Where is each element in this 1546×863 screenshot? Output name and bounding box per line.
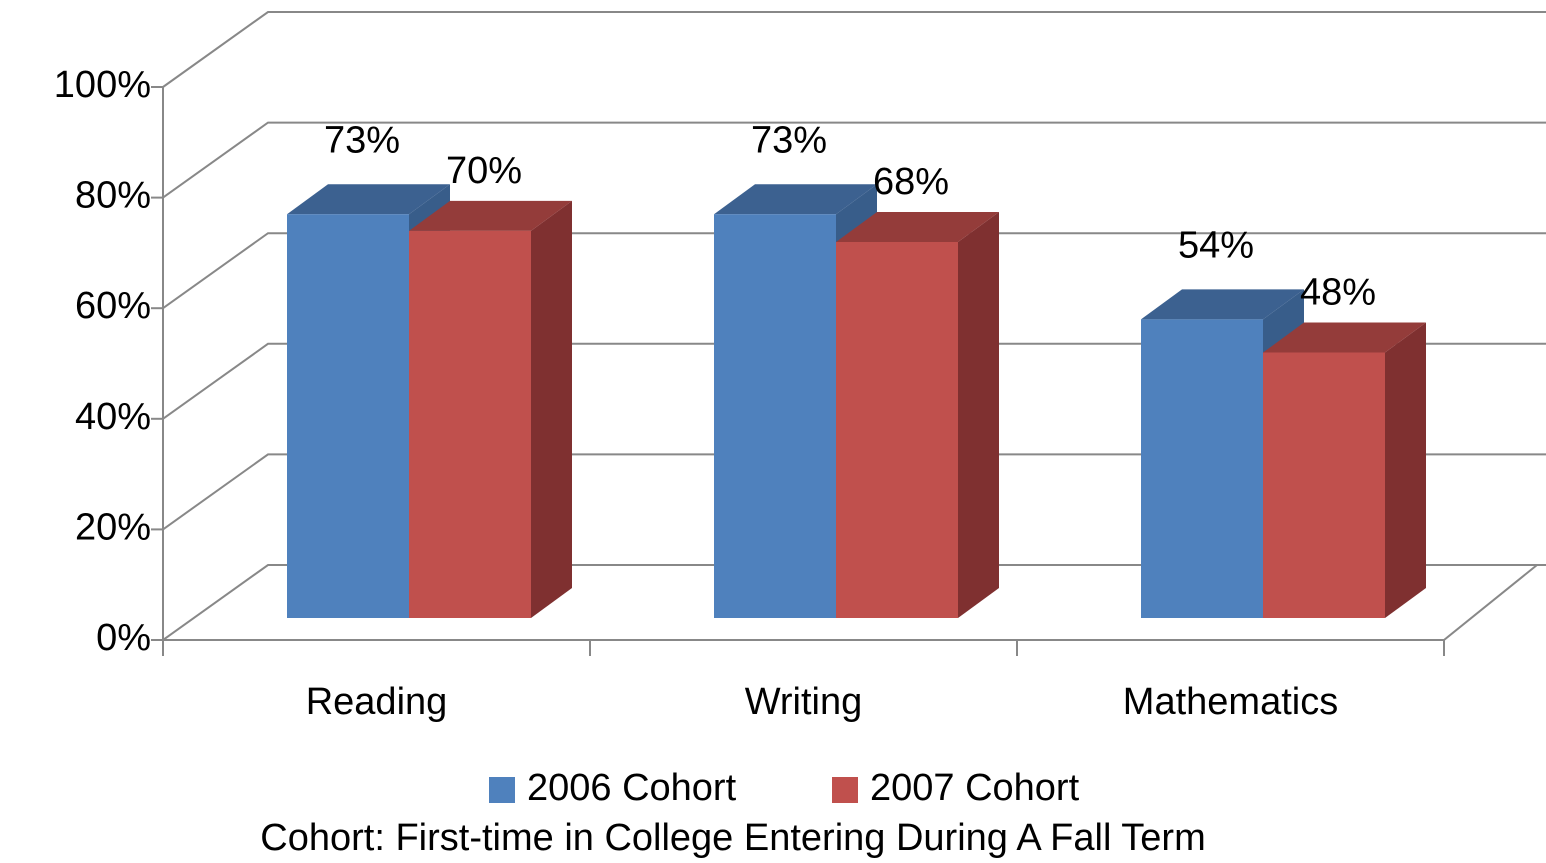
legend-label: 2006 Cohort — [527, 767, 737, 809]
y-tick-label: 20% — [75, 506, 151, 548]
y-tick-label: 40% — [75, 396, 151, 438]
grid-line — [162, 342, 1546, 420]
grid-line — [162, 11, 1546, 88]
x-tick-label: Writing — [745, 681, 863, 723]
bar-top — [836, 211, 999, 242]
floor-edge — [1443, 564, 1538, 641]
grid-line — [162, 453, 1546, 531]
bar-side — [1385, 322, 1426, 618]
x-tick-label: Mathematics — [1123, 681, 1338, 723]
y-tick-label: 0% — [96, 617, 151, 659]
bar-front — [409, 230, 531, 618]
bar-front — [714, 214, 836, 618]
bar-top — [714, 184, 877, 215]
bar-top — [287, 184, 450, 215]
x-tick-label: Reading — [306, 681, 448, 723]
value-label: 68% — [873, 161, 949, 203]
legend-swatch — [489, 777, 515, 803]
bar-top — [409, 200, 572, 231]
grid-line — [162, 121, 1546, 199]
bar — [836, 211, 999, 618]
bar-top — [1141, 289, 1304, 320]
bar — [1263, 322, 1426, 618]
bar-top — [1263, 322, 1426, 353]
bar-front — [287, 214, 409, 618]
y-tick-label: 60% — [75, 285, 151, 327]
bar-front — [1141, 319, 1263, 618]
y-tick-label: 100% — [54, 64, 151, 106]
grid-line — [162, 232, 1546, 310]
y-tick-label: 80% — [75, 175, 151, 217]
legend-swatch — [832, 777, 858, 803]
value-label: 54% — [1178, 224, 1254, 266]
value-label: 73% — [751, 119, 827, 161]
value-label: 48% — [1300, 272, 1376, 314]
bar-side — [958, 211, 999, 618]
bar — [409, 200, 572, 618]
legend-label: 2007 Cohort — [870, 767, 1080, 809]
value-label: 73% — [324, 119, 400, 161]
bar-front — [1263, 352, 1385, 618]
footnote: Cohort: First-time in College Entering D… — [260, 817, 1205, 859]
bar-front — [836, 241, 958, 618]
bar-side — [531, 200, 572, 618]
value-label: 70% — [446, 150, 522, 192]
grid-line — [162, 564, 1546, 641]
